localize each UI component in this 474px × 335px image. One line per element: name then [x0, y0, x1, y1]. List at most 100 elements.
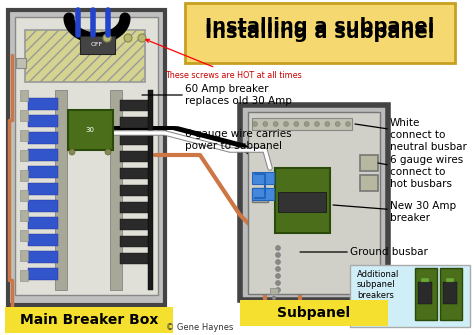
Bar [28, 98, 58, 110]
Text: OFF: OFF [91, 42, 103, 47]
Bar [28, 132, 58, 144]
Bar [28, 268, 58, 280]
Bar [28, 234, 58, 246]
Bar [20, 110, 28, 121]
Bar [360, 175, 378, 191]
Bar [120, 100, 150, 111]
Bar [252, 172, 274, 184]
Circle shape [138, 34, 146, 42]
Text: 30: 30 [85, 127, 94, 133]
Bar [28, 115, 58, 127]
Circle shape [283, 122, 289, 127]
Text: Subpanel: Subpanel [277, 306, 351, 320]
Text: Installing a subpanel: Installing a subpanel [205, 17, 435, 37]
Circle shape [272, 296, 276, 300]
Bar [446, 278, 454, 282]
Text: Ground busbar: Ground busbar [300, 247, 428, 257]
Bar [20, 190, 28, 201]
Bar [443, 282, 457, 304]
Bar [270, 288, 278, 294]
Bar [20, 130, 28, 141]
Bar [275, 168, 330, 233]
Circle shape [275, 253, 281, 258]
Circle shape [275, 260, 281, 265]
Bar [28, 200, 58, 212]
Text: 60 Amp breaker
replaces old 30 Amp: 60 Amp breaker replaces old 30 Amp [142, 84, 292, 106]
Circle shape [325, 122, 330, 127]
Circle shape [275, 267, 281, 271]
Circle shape [315, 122, 319, 127]
Bar [8, 10, 165, 305]
Circle shape [69, 149, 75, 155]
Circle shape [253, 122, 257, 127]
Bar [20, 210, 28, 221]
Text: 6 gauge wire carries
power to subpanel: 6 gauge wire carries power to subpanel [168, 128, 292, 151]
Bar [440, 268, 462, 320]
Bar [252, 118, 352, 130]
Circle shape [294, 122, 299, 127]
Bar [68, 110, 113, 150]
Bar [55, 90, 67, 290]
Circle shape [263, 122, 268, 127]
Circle shape [275, 246, 281, 251]
Text: New 30 Amp
breaker: New 30 Amp breaker [333, 201, 456, 223]
Bar [20, 150, 28, 161]
Bar [148, 90, 153, 290]
Bar [28, 149, 58, 161]
Bar [20, 170, 28, 181]
Bar [120, 219, 150, 230]
Bar [20, 270, 28, 281]
Bar [240, 300, 388, 326]
Text: Installing a subpanel: Installing a subpanel [205, 23, 435, 43]
Bar [120, 236, 150, 247]
Bar [110, 90, 122, 290]
Circle shape [124, 34, 132, 42]
Circle shape [346, 122, 350, 127]
Bar [418, 282, 432, 304]
Bar [120, 202, 150, 213]
Circle shape [275, 287, 281, 292]
Bar [5, 307, 173, 333]
Text: 30: 30 [298, 197, 307, 203]
Bar [252, 188, 268, 202]
Text: Additional
subpanel
breakers: Additional subpanel breakers [357, 270, 400, 300]
Bar [28, 217, 58, 229]
Text: Main Breaker Box: Main Breaker Box [20, 313, 158, 327]
Bar [421, 278, 429, 282]
Bar [28, 166, 58, 178]
Bar [415, 268, 437, 320]
Bar [252, 188, 274, 200]
Bar [185, 3, 455, 63]
Text: These screws are HOT at all times: These screws are HOT at all times [146, 39, 302, 79]
Bar [80, 36, 115, 54]
Bar [28, 251, 58, 263]
Bar [120, 117, 150, 128]
Bar [16, 58, 26, 68]
Bar [120, 168, 150, 179]
Bar [240, 105, 388, 300]
Bar [350, 265, 470, 327]
Bar [120, 151, 150, 162]
Circle shape [335, 122, 340, 127]
Bar [278, 192, 326, 212]
Bar [20, 90, 28, 101]
Bar [120, 185, 150, 196]
Text: 6 gauge wires
connect to
hot busbars: 6 gauge wires connect to hot busbars [378, 155, 463, 189]
Bar [25, 30, 145, 82]
Text: White
connect to
neutral busbar: White connect to neutral busbar [355, 118, 467, 152]
Bar [15, 17, 158, 295]
Bar [28, 183, 58, 195]
Circle shape [105, 149, 111, 155]
Circle shape [275, 273, 281, 278]
Circle shape [275, 280, 281, 285]
Circle shape [304, 122, 309, 127]
Bar [20, 230, 28, 241]
Bar [120, 134, 150, 145]
Circle shape [273, 122, 278, 127]
Circle shape [103, 34, 111, 42]
Bar [248, 112, 380, 294]
Text: © Gene Haynes: © Gene Haynes [166, 324, 234, 333]
Bar [360, 155, 378, 171]
Bar [20, 250, 28, 261]
Bar [120, 253, 150, 264]
